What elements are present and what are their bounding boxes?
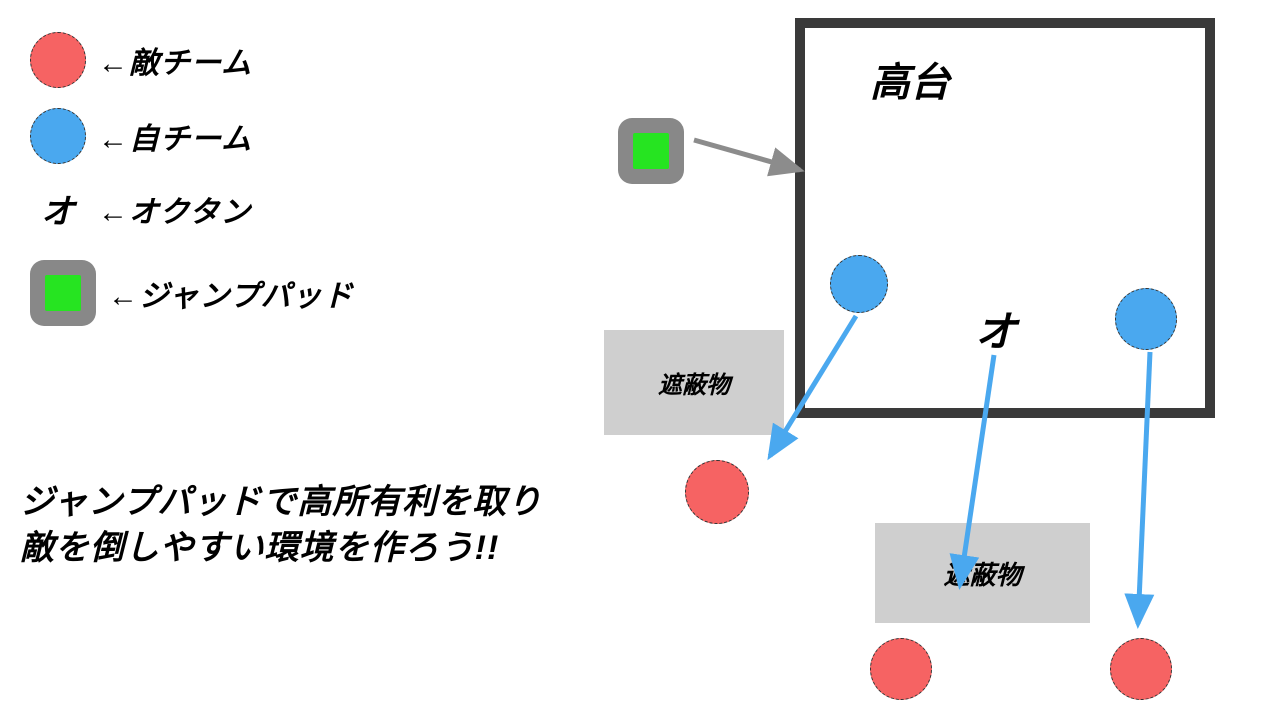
arrow-blue-1: [770, 316, 856, 456]
arrow-blue-3: [1138, 352, 1150, 624]
arrows-layer: [0, 0, 1280, 720]
arrow-blue-2: [960, 355, 994, 585]
arrow-gray: [694, 140, 800, 170]
